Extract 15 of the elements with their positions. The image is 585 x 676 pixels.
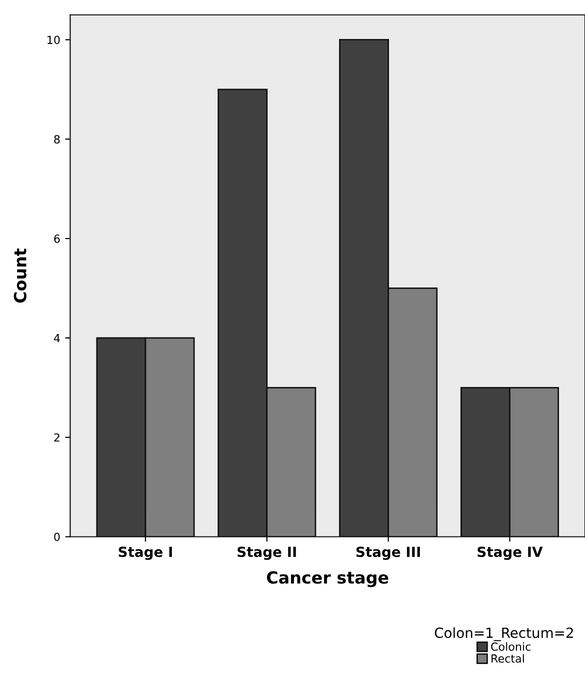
x-tick-label: Stage I	[118, 546, 172, 560]
legend-title: Colon=1_Rectum=2	[434, 627, 573, 642]
x-tick-label: Stage II	[238, 546, 296, 560]
y-tick-label: 0	[54, 532, 60, 542]
y-tick-label: 6	[54, 234, 60, 243]
y-tick-label: 2	[54, 433, 60, 442]
x-tick-label: Stage III	[356, 546, 420, 560]
legend-label: Colonic	[491, 642, 530, 651]
y-axis-title: Count	[14, 248, 26, 303]
legend-label: Rectal	[492, 654, 524, 663]
y-tick-label: 8	[54, 135, 60, 144]
y-tick-label: 4	[54, 334, 60, 342]
x-axis-title: Cancer stage	[266, 571, 388, 588]
x-tick-label: Stage IV	[478, 546, 543, 560]
y-tick-label: 10	[48, 36, 60, 44]
